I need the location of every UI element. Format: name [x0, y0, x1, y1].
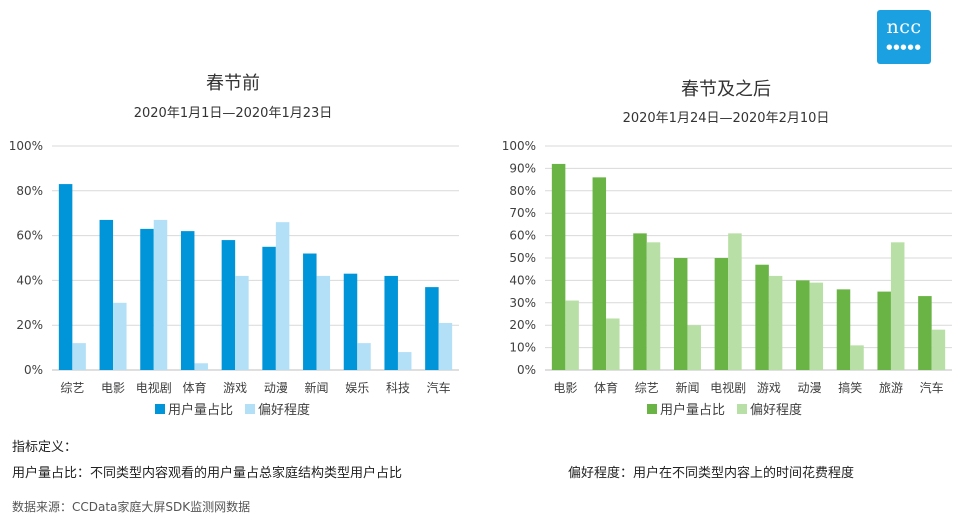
chart-2: 春节及之后 2020年1月24日—2020年2月10日 0% 10% 20% 30% 40%… — [502, 79, 952, 418]
x-category-label: 游戏 — [757, 381, 781, 395]
y-tick-label: 0% — [24, 363, 43, 377]
bar-user-share — [140, 228, 154, 370]
bar-preference — [275, 222, 290, 370]
bar-preference — [687, 325, 701, 370]
preference-definition: 偏好程度：用户在不同类型内容上的时间花费程度 — [568, 466, 855, 481]
chart-subtitle: 2020年1月24日—2020年2月10日 — [623, 111, 830, 126]
bar-user-share — [58, 184, 73, 370]
chart-subtitle: 2020年1月1日—2020年1月23日 — [134, 106, 333, 121]
bar-preference — [768, 275, 783, 370]
bar-preference — [194, 363, 208, 370]
y-tick-label: 100% — [502, 139, 536, 153]
bar-preference — [113, 302, 127, 370]
y-tick-label: 70% — [509, 206, 536, 220]
bar-preference — [646, 242, 661, 370]
chart-title: 春节及之后 — [681, 79, 771, 100]
bar-preference — [931, 329, 946, 370]
y-tick-label: 20% — [509, 318, 536, 332]
x-category-label: 娱乐 — [345, 381, 369, 395]
logo-text: ncc — [886, 16, 922, 38]
bar-preference — [235, 275, 249, 370]
y-tick-label: 90% — [509, 161, 536, 175]
x-category-label: 游戏 — [223, 381, 247, 395]
data-source: 数据来源：CCData家庭大屏SDK监测网数据 — [12, 500, 251, 514]
bar-preference — [809, 282, 824, 370]
bar-user-share — [592, 177, 607, 370]
bar-preference — [72, 343, 86, 370]
x-category-label: 体育 — [182, 380, 206, 395]
legend-swatch — [647, 404, 657, 414]
y-tick-label: 100% — [9, 139, 43, 153]
bar-preference — [316, 275, 331, 370]
y-tick-label: 60% — [509, 229, 536, 243]
logo-dots: ●●●●● — [886, 43, 922, 51]
bar-user-share — [796, 280, 810, 370]
x-category-label: 综艺 — [635, 381, 659, 395]
x-category-label: 电视剧 — [136, 380, 172, 395]
legend-swatch — [245, 404, 256, 414]
bar-user-share — [551, 163, 566, 370]
bar-user-share — [633, 233, 647, 370]
legend-swatch — [155, 404, 165, 414]
bar-preference — [565, 300, 579, 370]
ncc-logo: ncc ●●●●● — [877, 10, 931, 64]
x-category-label: 旅游 — [879, 381, 903, 395]
bar-user-share — [180, 231, 195, 370]
bar-preference — [728, 233, 742, 370]
bar-user-share — [343, 273, 358, 370]
bar-user-share — [221, 240, 236, 370]
y-tick-label: 20% — [16, 318, 43, 332]
x-category-label: 电影 — [553, 381, 577, 395]
bar-user-share — [303, 253, 317, 370]
x-category-label: 综艺 — [60, 381, 84, 395]
bar-preference — [397, 352, 412, 370]
bar-preference — [357, 343, 371, 370]
y-tick-label: 80% — [509, 184, 536, 198]
bar-user-share — [836, 289, 851, 370]
legend-label: 用户量占比 — [660, 402, 725, 418]
user-share-definition: 用户量占比：不同类型内容观看的用户量占总家庭结构类型用户占比 — [12, 466, 403, 481]
x-category-label: 体育 — [594, 380, 618, 395]
legend-label: 偏好程度 — [750, 402, 802, 418]
y-tick-label: 30% — [509, 296, 536, 310]
bar-user-share — [262, 246, 276, 370]
legend-swatch — [737, 404, 748, 414]
y-tick-label: 10% — [509, 341, 536, 355]
bar-preference — [890, 242, 905, 370]
definition-heading: 指标定义： — [12, 440, 78, 455]
bar-preference — [606, 318, 620, 370]
x-category-label: 电视剧 — [710, 380, 746, 395]
y-tick-label: 0% — [517, 363, 536, 377]
bar-user-share — [877, 291, 891, 370]
bar-preference — [850, 345, 864, 370]
bar-user-share — [918, 296, 932, 370]
x-category-label: 科技 — [386, 381, 410, 395]
y-tick-label: 80% — [16, 184, 43, 198]
y-tick-label: 60% — [16, 229, 43, 243]
bar-user-share — [99, 219, 114, 370]
x-category-label: 汽车 — [920, 380, 944, 395]
legend-label: 用户量占比 — [168, 402, 233, 418]
y-tick-label: 40% — [509, 273, 536, 287]
bar-user-share — [673, 258, 688, 370]
bar-user-share — [384, 275, 398, 370]
x-category-label: 汽车 — [427, 380, 451, 395]
bar-preference — [438, 322, 453, 370]
y-tick-label: 50% — [509, 251, 536, 265]
x-category-label: 新闻 — [675, 380, 699, 395]
bar-user-share — [425, 287, 439, 370]
x-category-label: 动漫 — [798, 381, 822, 395]
legend-label: 偏好程度 — [258, 402, 310, 418]
x-category-label: 电影 — [101, 381, 125, 395]
y-tick-label: 40% — [16, 273, 43, 287]
bar-preference — [153, 219, 168, 370]
x-category-label: 新闻 — [305, 380, 329, 395]
chart-1: 春节前 2020年1月1日—2020年1月23日 0% 20% 40% 60% 80% 100… — [9, 73, 459, 418]
bar-user-share — [755, 264, 769, 370]
x-category-label: 搞笑 — [838, 380, 862, 395]
chart-title: 春节前 — [206, 73, 260, 94]
x-category-label: 动漫 — [264, 381, 288, 395]
bar-user-share — [714, 258, 729, 370]
